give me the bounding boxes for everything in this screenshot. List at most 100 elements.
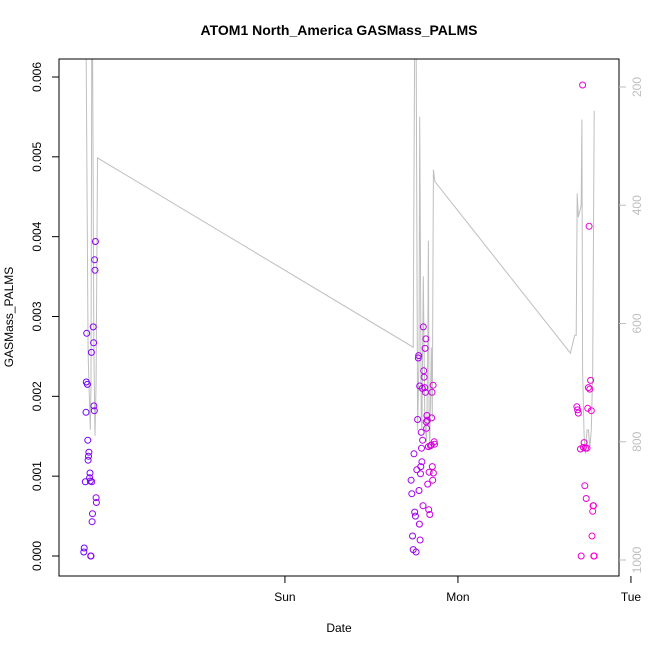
data-point xyxy=(85,452,92,460)
data-point xyxy=(579,81,587,89)
data-point xyxy=(411,508,419,516)
y-tick-label: 0.003 xyxy=(30,301,44,331)
data-point xyxy=(83,329,91,337)
data-point xyxy=(80,548,88,556)
data-point xyxy=(419,323,427,331)
data-point xyxy=(417,428,425,436)
data-point xyxy=(409,532,416,540)
x-axis-label: Date xyxy=(326,621,352,635)
data-point xyxy=(88,518,96,526)
data-point xyxy=(416,536,424,544)
data-point xyxy=(417,463,425,471)
data-point xyxy=(410,450,418,458)
data-point xyxy=(584,404,592,412)
plot-frame xyxy=(58,58,620,577)
data-point xyxy=(424,480,432,488)
data-point xyxy=(581,482,589,490)
data-point xyxy=(408,490,416,498)
data-point xyxy=(421,344,429,352)
data-point xyxy=(430,438,438,446)
data-point xyxy=(588,532,596,540)
x-axis: Sun Mon Tue xyxy=(274,576,641,604)
data-point xyxy=(90,407,98,415)
data-point xyxy=(407,476,415,484)
data-point xyxy=(419,502,427,510)
data-point xyxy=(577,552,585,560)
data-point xyxy=(419,436,427,444)
data-point xyxy=(587,376,595,384)
right-axis: 200 400 600 800 1000 xyxy=(619,77,644,573)
y-tick-label: 0.002 xyxy=(30,381,44,411)
data-point xyxy=(87,348,95,356)
data-point xyxy=(90,339,98,347)
data-point xyxy=(429,469,437,477)
data-point xyxy=(418,458,426,466)
data-point xyxy=(585,222,593,230)
data-point xyxy=(422,335,430,343)
data-point xyxy=(91,266,99,274)
data-point xyxy=(428,463,436,471)
data-point xyxy=(583,444,591,452)
data-point xyxy=(429,381,437,389)
data-point xyxy=(417,470,424,478)
x-tick-label: Mon xyxy=(446,590,469,604)
data-point xyxy=(418,444,425,452)
data-point xyxy=(415,520,423,528)
y-tick-label: 0.004 xyxy=(30,221,44,251)
data-point xyxy=(420,373,428,381)
data-point xyxy=(90,402,98,410)
right-tick-label: 200 xyxy=(630,77,644,97)
y-axis-label: GASMass_PALMS xyxy=(2,267,16,367)
data-point xyxy=(88,478,96,486)
data-point xyxy=(85,448,93,456)
data-point xyxy=(573,403,581,411)
y-tick-label: 0.000 xyxy=(30,541,44,571)
data-point xyxy=(84,456,92,464)
data-point xyxy=(431,440,438,448)
data-point xyxy=(91,256,99,264)
data-point xyxy=(415,487,423,494)
data-point xyxy=(425,506,433,514)
y-tick-label: 0.001 xyxy=(30,461,44,491)
data-point xyxy=(89,510,96,518)
data-point xyxy=(87,552,95,560)
right-tick-label: 1000 xyxy=(630,546,644,573)
pressure-line-path xyxy=(85,59,595,454)
data-point xyxy=(92,494,100,502)
data-point xyxy=(582,495,590,502)
data-point xyxy=(92,499,100,506)
data-point xyxy=(86,474,94,482)
data-point xyxy=(586,385,594,393)
data-point xyxy=(574,409,582,417)
data-points xyxy=(80,81,598,560)
data-point xyxy=(428,388,436,396)
right-tick-label: 800 xyxy=(630,431,644,451)
data-point xyxy=(412,548,420,556)
data-point xyxy=(415,352,423,360)
data-point xyxy=(427,442,434,450)
data-point xyxy=(590,502,597,510)
data-point xyxy=(423,424,431,432)
data-point xyxy=(428,414,436,422)
data-point xyxy=(421,384,429,392)
y-axis: 0.000 0.001 0.002 0.003 0.004 0.005 0.006 xyxy=(30,62,59,571)
data-point xyxy=(91,238,99,245)
data-point xyxy=(590,552,598,560)
data-point xyxy=(83,380,91,388)
data-point xyxy=(411,512,419,520)
data-point xyxy=(82,408,90,416)
data-point xyxy=(426,511,434,518)
right-tick-label: 400 xyxy=(630,195,644,215)
data-point xyxy=(414,354,422,362)
data-point xyxy=(89,323,97,331)
pressure-line xyxy=(85,59,595,454)
data-point xyxy=(414,416,422,423)
data-point xyxy=(587,407,595,415)
y-tick-label: 0.005 xyxy=(30,141,44,171)
data-point xyxy=(584,384,592,392)
x-tick-label: Sun xyxy=(274,590,295,604)
data-point xyxy=(86,469,94,477)
chart-title: ATOM1 North_America GASMass_PALMS xyxy=(201,22,478,38)
